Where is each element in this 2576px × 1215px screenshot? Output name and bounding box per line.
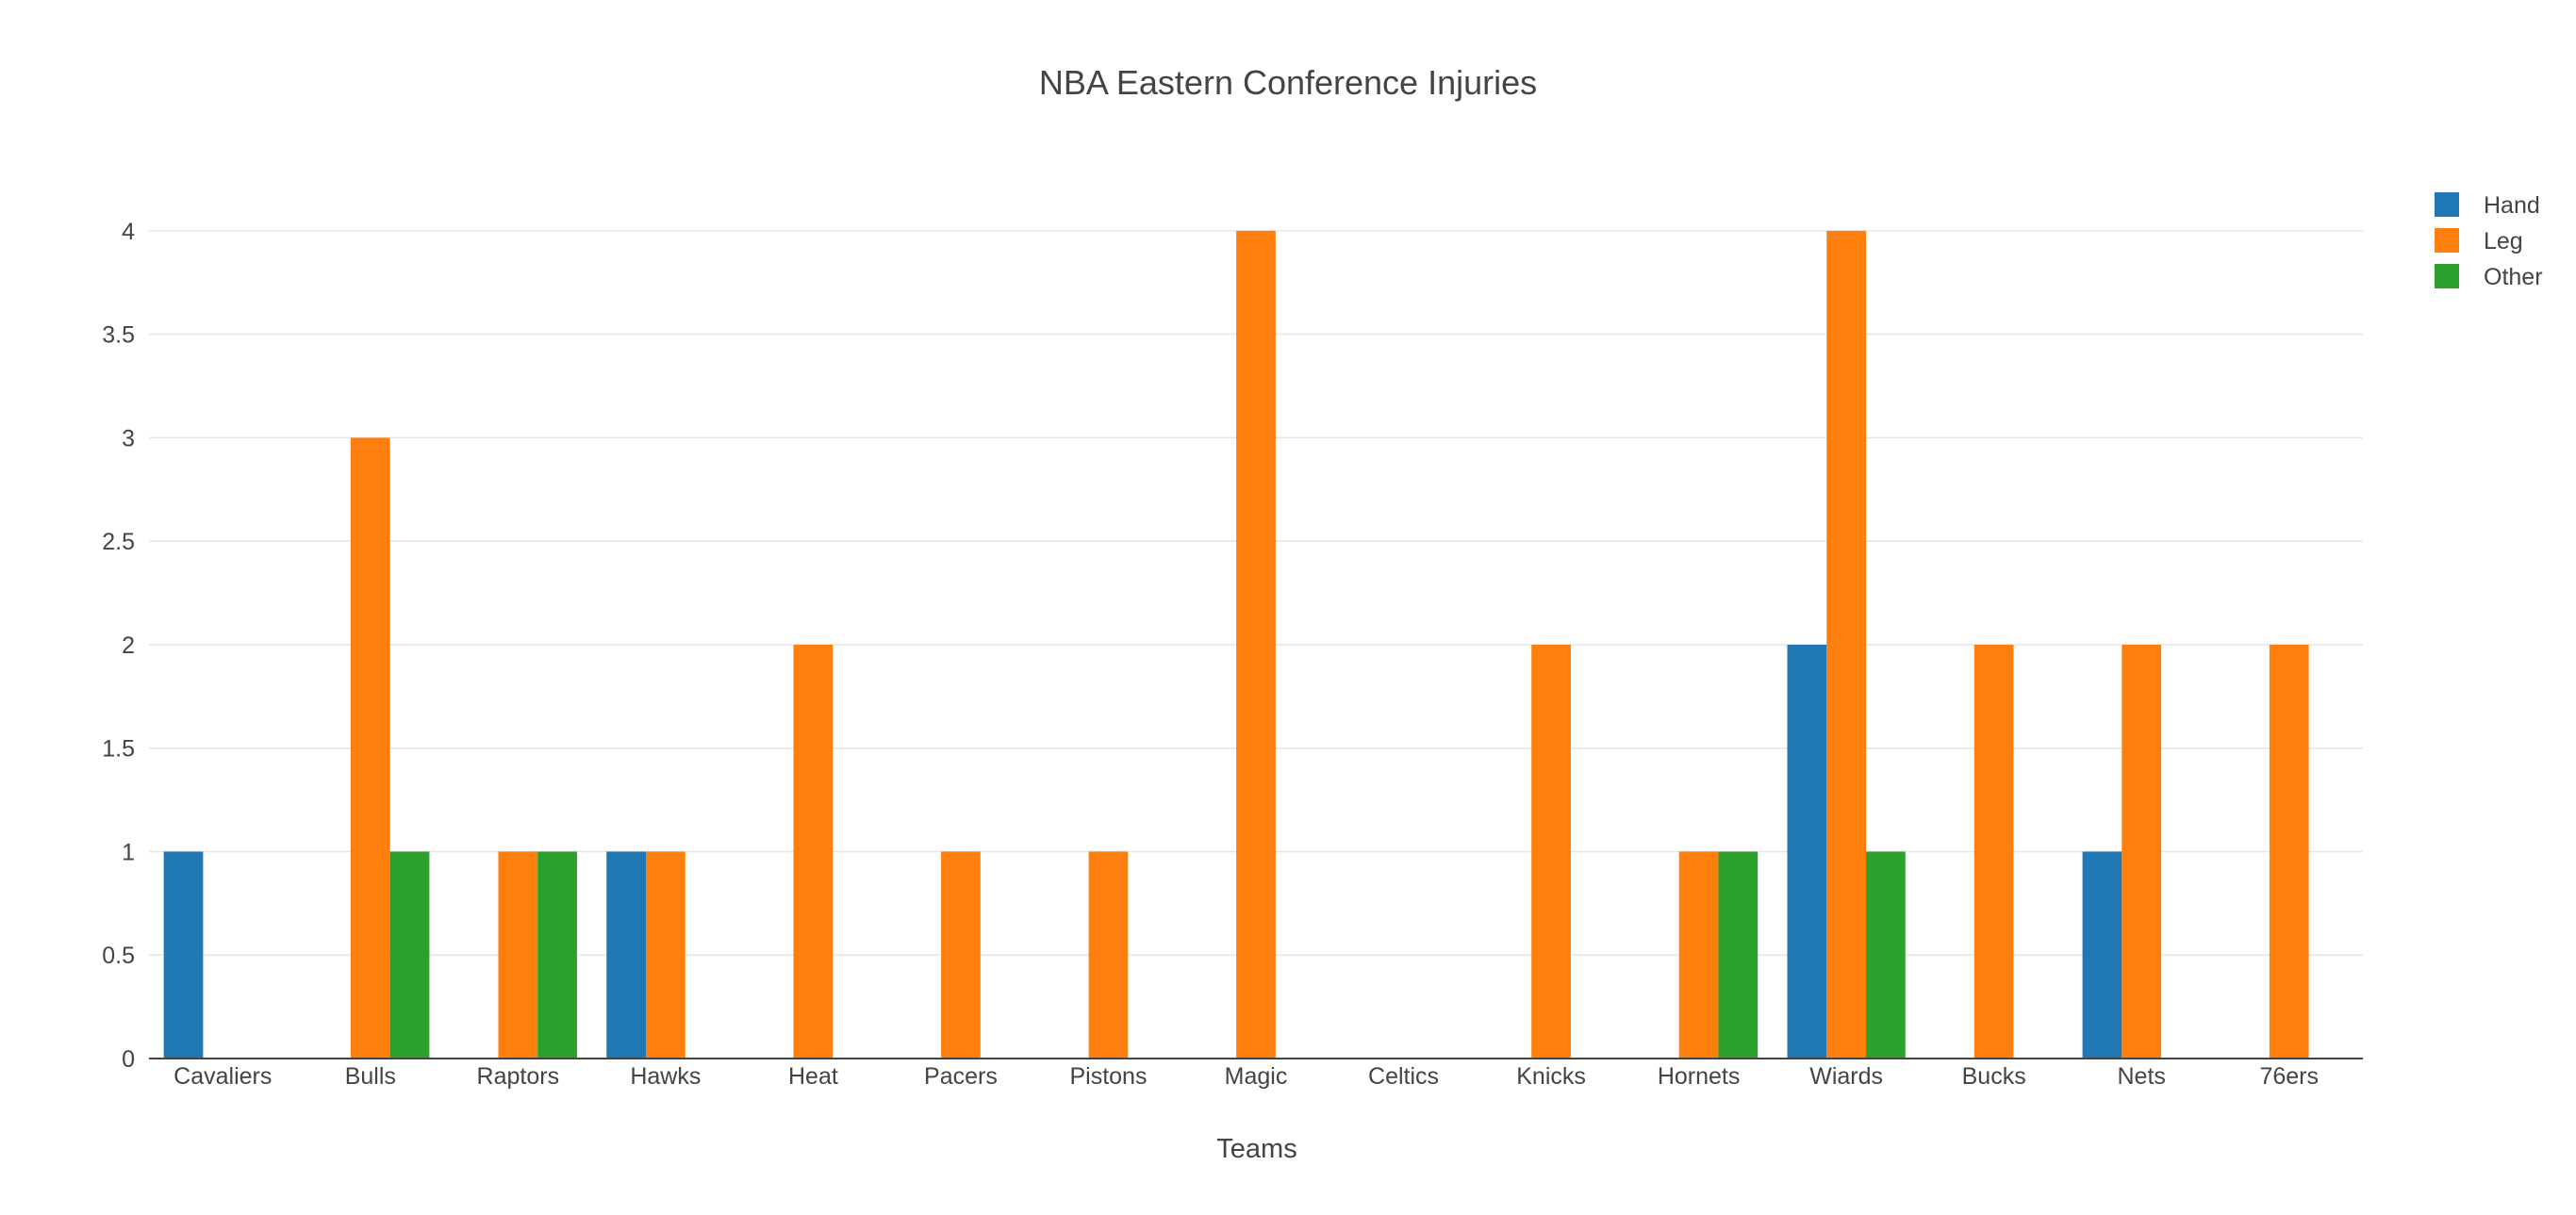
bar-leg-magic[interactable] — [1236, 230, 1276, 1059]
x-tick-label: Heat — [788, 1063, 838, 1090]
y-tick-label: 4 — [122, 219, 135, 245]
bar-hand-hawks[interactable] — [606, 851, 646, 1059]
bar-leg-76ers[interactable] — [2269, 644, 2309, 1059]
bar-leg-bulls[interactable] — [350, 437, 390, 1059]
x-tick-label: Nets — [2117, 1063, 2165, 1090]
legend-swatch — [2435, 192, 2459, 217]
x-tick-label: Celtics — [1368, 1063, 1439, 1090]
bar-leg-knicks[interactable] — [1531, 644, 1571, 1059]
bar-leg-hornets[interactable] — [1678, 851, 1719, 1059]
y-tick-label: 3.5 — [102, 322, 135, 349]
bar-leg-nets[interactable] — [2122, 644, 2162, 1059]
x-tick-label: Wiards — [1809, 1063, 1883, 1090]
bar-other-wiards[interactable] — [1866, 851, 1906, 1059]
y-tick-label: 1.5 — [102, 736, 135, 763]
x-axis-label: Teams — [1216, 1134, 1296, 1164]
legend-swatch — [2435, 228, 2459, 253]
bar-leg-wiards[interactable] — [1826, 230, 1867, 1059]
legend-swatch — [2435, 264, 2459, 288]
bars — [163, 230, 2309, 1059]
y-tick-label: 2.5 — [102, 529, 135, 555]
x-tick-label: Pistons — [1069, 1063, 1147, 1090]
y-tick-label: 3 — [122, 425, 135, 452]
y-tick-label: 0 — [122, 1046, 135, 1073]
bar-hand-cavaliers[interactable] — [163, 851, 204, 1059]
y-tick-label: 2 — [122, 632, 135, 659]
x-tick-label: Raptors — [477, 1063, 560, 1090]
bar-other-raptors[interactable] — [537, 851, 577, 1059]
legend-item-other[interactable]: Other — [2435, 264, 2543, 290]
bar-leg-pistons[interactable] — [1088, 851, 1129, 1059]
chart-title: NBA Eastern Conference Injuries — [1039, 63, 1537, 102]
x-tick-label: Magic — [1225, 1063, 1288, 1090]
bar-leg-heat[interactable] — [793, 644, 834, 1059]
x-tick-label: Knicks — [1516, 1063, 1586, 1090]
x-tick-label: Bucks — [1962, 1063, 2026, 1090]
x-tick-label: Hawks — [630, 1063, 701, 1090]
x-tick-label: 76ers — [2259, 1063, 2319, 1090]
x-tick-label: Bulls — [345, 1063, 396, 1090]
legend-label: Other — [2484, 264, 2543, 290]
bar-hand-wiards[interactable] — [1787, 644, 1827, 1059]
bar-other-bulls[interactable] — [389, 851, 430, 1059]
bar-leg-pacers[interactable] — [941, 851, 981, 1059]
legend-label: Leg — [2484, 228, 2523, 254]
bar-hand-nets[interactable] — [2082, 851, 2122, 1059]
x-tick-label: Cavaliers — [173, 1063, 272, 1090]
axes: 0 0.5 1 1.5 2 2.5 3 3.5 4 Cavaliers Bulls Raptors Ha… — [102, 219, 2363, 1090]
y-tick-label: 1 — [122, 839, 135, 865]
legend-item-hand[interactable]: Hand — [2435, 192, 2540, 219]
x-tick-label: Hornets — [1658, 1063, 1741, 1090]
legend-item-leg[interactable]: Leg — [2435, 228, 2523, 254]
bar-leg-bucks[interactable] — [1973, 644, 2014, 1059]
y-tick-label: 0.5 — [102, 943, 135, 969]
bar-other-hornets[interactable] — [1718, 851, 1759, 1059]
bar-leg-raptors[interactable] — [498, 851, 538, 1059]
bar-leg-hawks[interactable] — [645, 851, 685, 1059]
x-tick-label: Pacers — [924, 1063, 998, 1090]
legend-label: Hand — [2484, 192, 2540, 219]
legend[interactable]: Hand Leg Other — [2435, 192, 2543, 290]
